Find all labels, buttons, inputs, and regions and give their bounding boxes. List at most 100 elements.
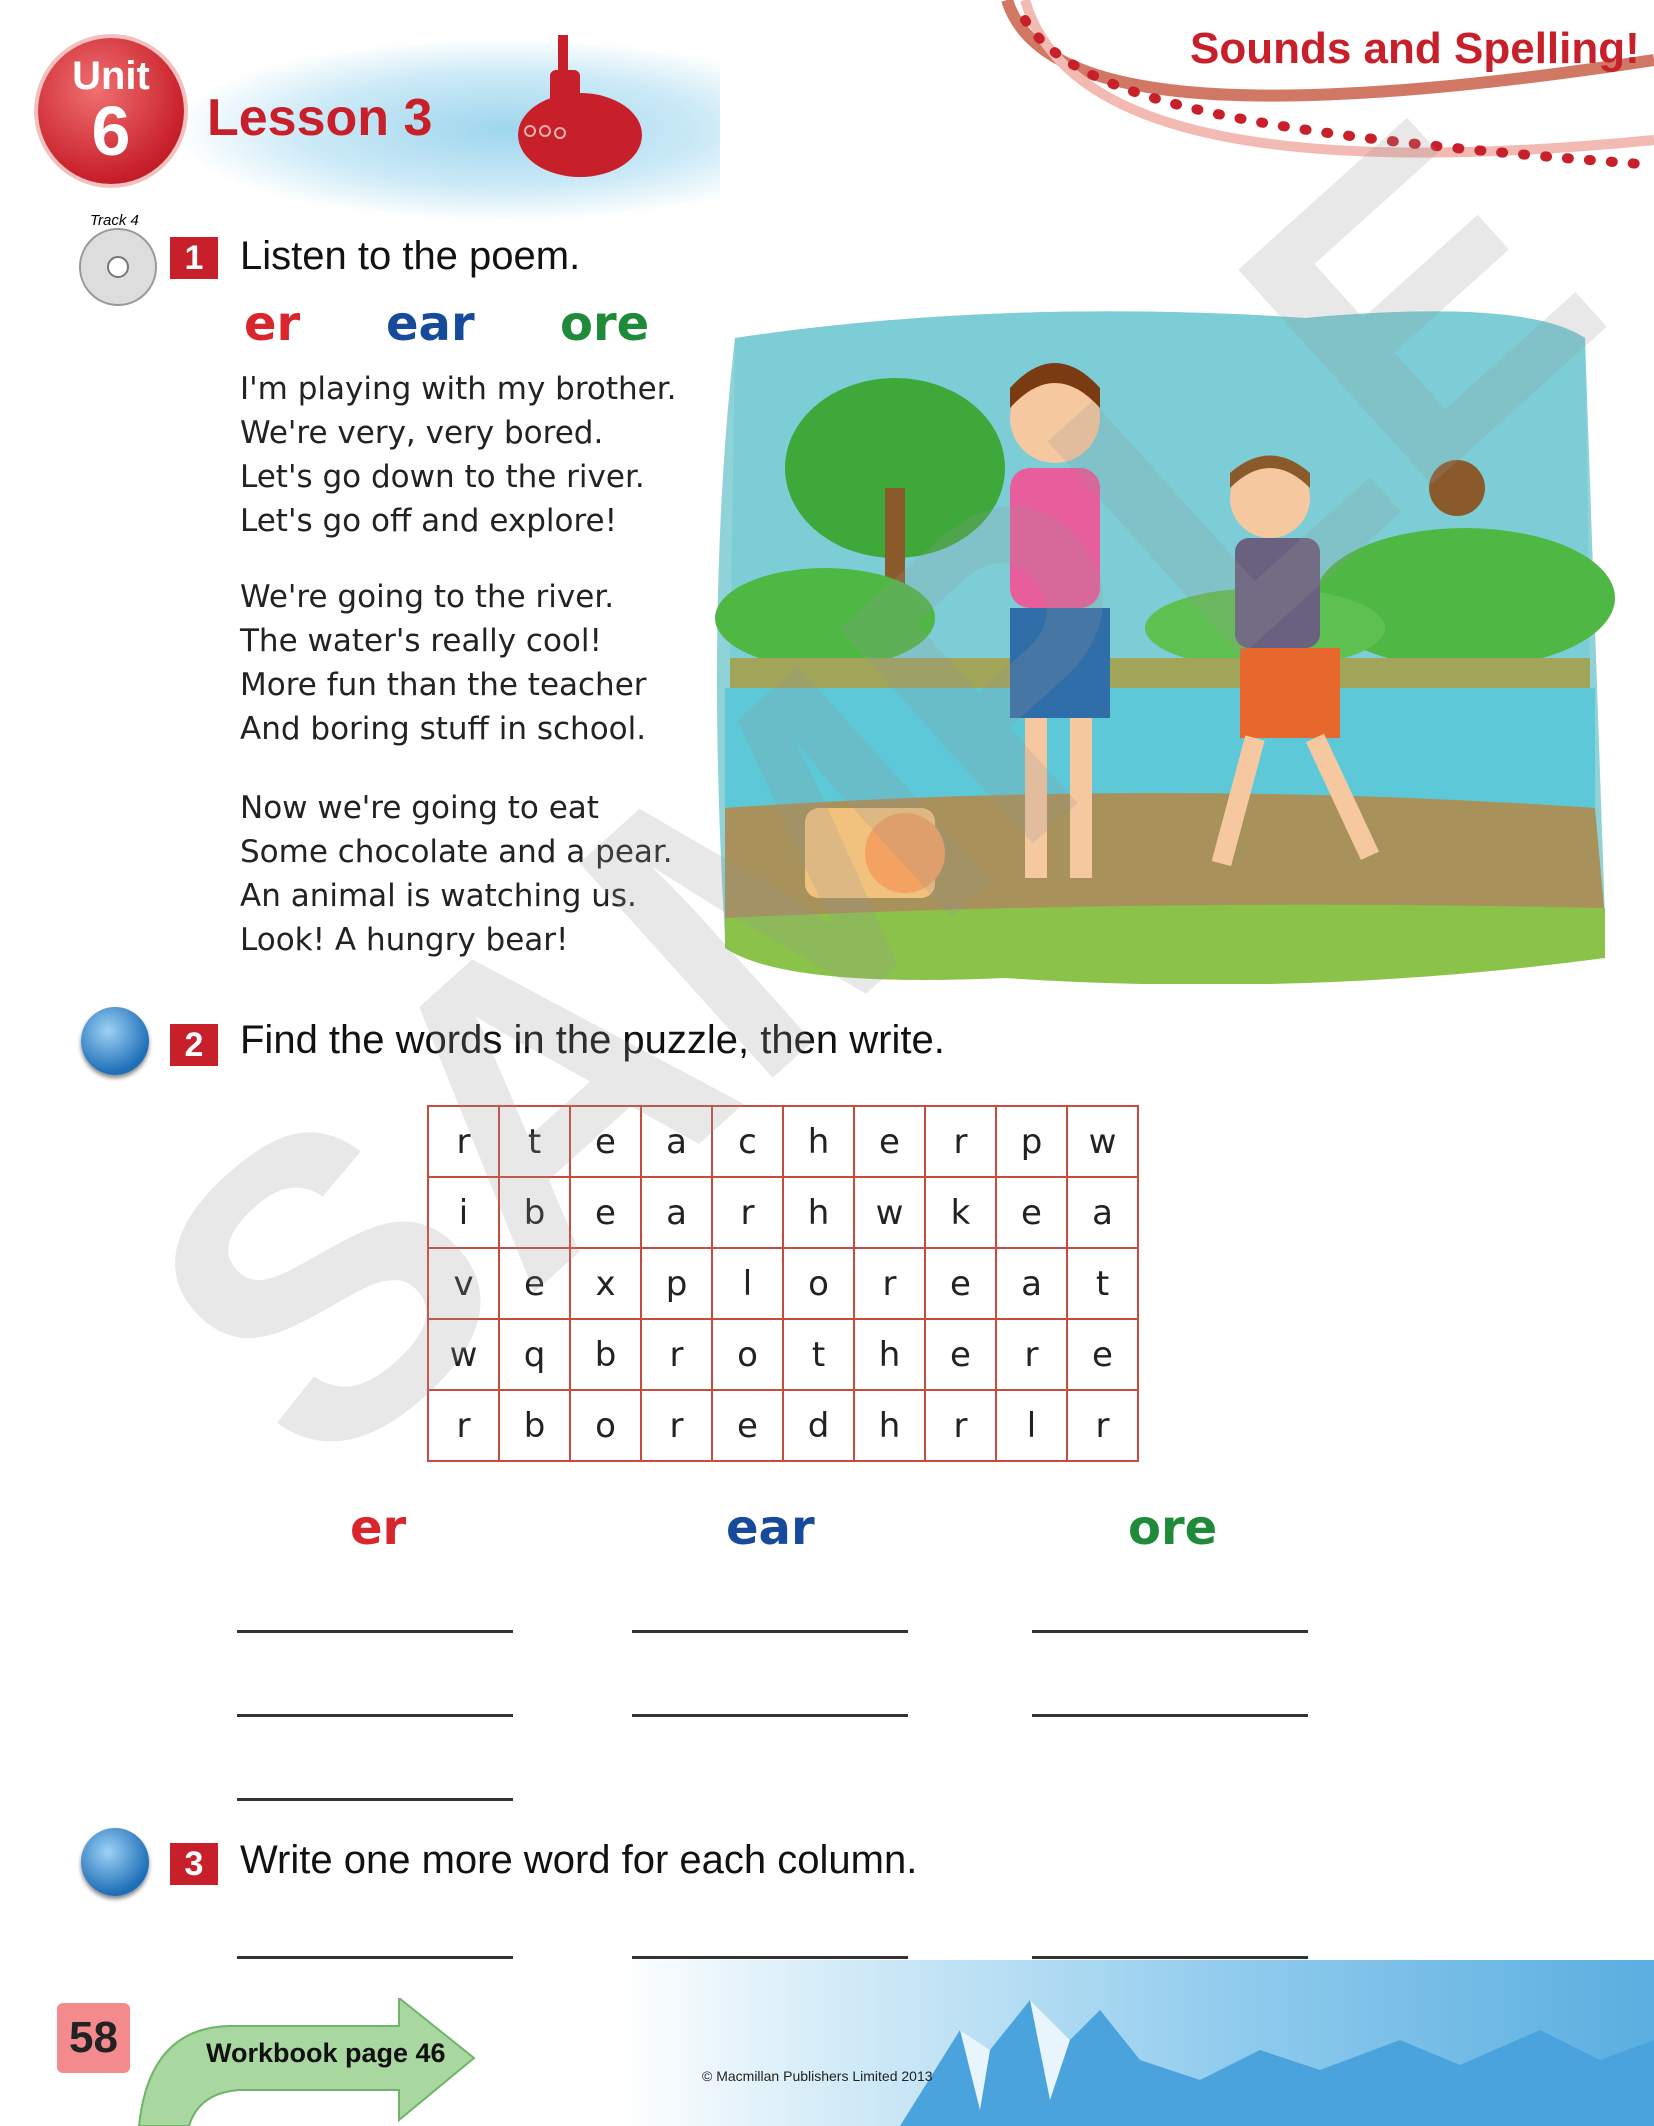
- grid-cell[interactable]: d: [782, 1389, 855, 1462]
- exercise-title: Find the words in the puzzle, then write…: [240, 1018, 945, 1062]
- poem-line: An animal is watching us.: [240, 878, 637, 914]
- grid-cell[interactable]: r: [924, 1105, 997, 1178]
- grid-cell[interactable]: w: [853, 1176, 926, 1249]
- poem-stanza: I'm playing with my brother. We're very,…: [240, 367, 677, 543]
- grid-cell[interactable]: r: [427, 1105, 500, 1178]
- poem-line: More fun than the teacher: [240, 667, 647, 703]
- answer-line-ear-1[interactable]: [632, 1630, 908, 1633]
- grid-cell[interactable]: e: [569, 1176, 642, 1249]
- grid-cell[interactable]: e: [498, 1247, 571, 1320]
- grid-cell[interactable]: h: [782, 1176, 855, 1249]
- grid-cell[interactable]: r: [640, 1318, 713, 1391]
- answer-line-ear-extra[interactable]: [632, 1956, 908, 1959]
- grid-cell[interactable]: p: [995, 1105, 1068, 1178]
- poem-line: Some chocolate and a pear.: [240, 834, 673, 870]
- section-title: Sounds and Spelling!: [1190, 24, 1640, 73]
- workbook-arrow[interactable]: [129, 1998, 479, 2126]
- submarine-icon: [518, 35, 642, 177]
- dotted-swoosh-decoration: [1001, 0, 1654, 170]
- answer-line-er-3[interactable]: [237, 1798, 513, 1801]
- grid-cell[interactable]: e: [1066, 1318, 1139, 1391]
- column-header-ore: ore: [1128, 1500, 1218, 1556]
- grid-cell[interactable]: t: [498, 1105, 571, 1178]
- grid-cell[interactable]: q: [498, 1318, 571, 1391]
- poem-line: We're going to the river.: [240, 579, 615, 615]
- exercise-number: 3: [170, 1843, 218, 1885]
- poem-line: The water's really cool!: [240, 623, 602, 659]
- unit-badge: Unit 6: [38, 38, 184, 184]
- grid-cell[interactable]: a: [995, 1247, 1068, 1320]
- grid-cell[interactable]: a: [1066, 1176, 1139, 1249]
- grid-cell[interactable]: b: [569, 1318, 642, 1391]
- exercise-number: 1: [170, 237, 218, 279]
- exercise-title: Listen to the poem.: [240, 234, 581, 278]
- think-bulb-icon: [81, 1828, 149, 1896]
- grid-cell[interactable]: h: [782, 1105, 855, 1178]
- answer-line-ore-extra[interactable]: [1032, 1956, 1308, 1959]
- grid-cell[interactable]: l: [711, 1247, 784, 1320]
- grid-cell[interactable]: e: [924, 1318, 997, 1391]
- sound-er: er: [244, 296, 301, 352]
- poem-line: Let's go down to the river.: [240, 459, 645, 495]
- poem-line: Look! A hungry bear!: [240, 922, 569, 958]
- grid-cell[interactable]: o: [782, 1247, 855, 1320]
- grid-cell[interactable]: r: [995, 1318, 1068, 1391]
- grid-cell[interactable]: w: [1066, 1105, 1139, 1178]
- grid-cell[interactable]: i: [427, 1176, 500, 1249]
- answer-line-er-1[interactable]: [237, 1630, 513, 1633]
- river-scene-illustration: [715, 311, 1615, 984]
- grid-cell[interactable]: x: [569, 1247, 642, 1320]
- unit-number: 6: [91, 92, 131, 170]
- think-bulb-icon: [81, 1007, 149, 1075]
- grid-cell[interactable]: r: [924, 1389, 997, 1462]
- answer-line-er-2[interactable]: [237, 1714, 513, 1717]
- grid-cell[interactable]: a: [640, 1105, 713, 1178]
- grid-cell[interactable]: w: [427, 1318, 500, 1391]
- answer-line-er-extra[interactable]: [237, 1956, 513, 1959]
- grid-cell[interactable]: h: [853, 1318, 926, 1391]
- grid-cell[interactable]: b: [498, 1176, 571, 1249]
- grid-cell[interactable]: k: [924, 1176, 997, 1249]
- grid-cell[interactable]: e: [995, 1176, 1068, 1249]
- answer-line-ore-2[interactable]: [1032, 1714, 1308, 1717]
- poem-line: We're very, very bored.: [240, 415, 604, 451]
- grid-cell[interactable]: o: [569, 1389, 642, 1462]
- poem-line: I'm playing with my brother.: [240, 371, 677, 407]
- grid-cell[interactable]: r: [711, 1176, 784, 1249]
- mountains-decoration: [900, 2000, 1654, 2126]
- column-header-ear: ear: [726, 1500, 815, 1556]
- grid-cell[interactable]: e: [853, 1105, 926, 1178]
- grid-cell[interactable]: r: [853, 1247, 926, 1320]
- grid-cell[interactable]: e: [569, 1105, 642, 1178]
- grid-cell[interactable]: h: [853, 1389, 926, 1462]
- audio-cd-icon[interactable]: Track 4: [70, 205, 170, 315]
- grid-cell[interactable]: l: [995, 1389, 1068, 1462]
- column-header-er: er: [350, 1500, 407, 1556]
- poem-stanza: We're going to the river. The water's re…: [240, 575, 647, 751]
- grid-cell[interactable]: v: [427, 1247, 500, 1320]
- grid-cell[interactable]: t: [1066, 1247, 1139, 1320]
- unit-label: Unit: [72, 54, 150, 98]
- lesson-title: Lesson 3: [207, 89, 433, 147]
- grid-cell[interactable]: b: [498, 1389, 571, 1462]
- grid-cell[interactable]: p: [640, 1247, 713, 1320]
- workbook-reference[interactable]: Workbook page 46: [206, 2038, 446, 2068]
- grid-cell[interactable]: t: [782, 1318, 855, 1391]
- answer-line-ore-1[interactable]: [1032, 1630, 1308, 1633]
- answer-line-ear-2[interactable]: [632, 1714, 908, 1717]
- grid-cell[interactable]: o: [711, 1318, 784, 1391]
- poem-line: And boring stuff in school.: [240, 711, 647, 747]
- grid-cell[interactable]: c: [711, 1105, 784, 1178]
- grid-cell[interactable]: r: [427, 1389, 500, 1462]
- grid-cell[interactable]: a: [640, 1176, 713, 1249]
- grid-cell[interactable]: r: [1066, 1389, 1139, 1462]
- grid-cell[interactable]: e: [711, 1389, 784, 1462]
- grid-cell[interactable]: e: [924, 1247, 997, 1320]
- grid-cell[interactable]: r: [640, 1389, 713, 1462]
- page-number: 58: [57, 2003, 130, 2073]
